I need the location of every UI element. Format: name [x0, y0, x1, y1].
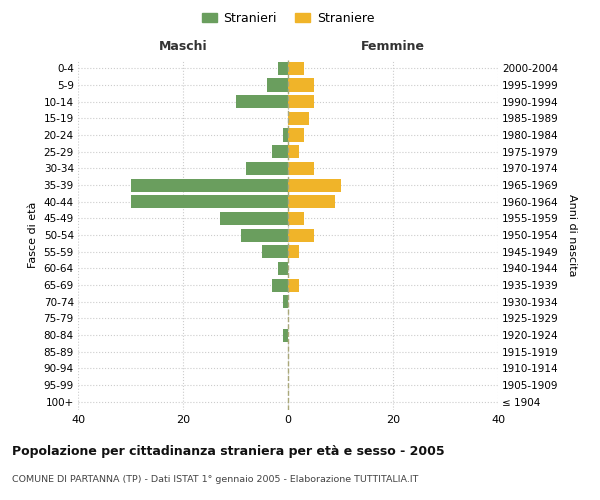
Bar [283, 328, 288, 342]
Bar [288, 178, 341, 192]
Y-axis label: Fasce di età: Fasce di età [28, 202, 38, 268]
Bar [267, 78, 288, 92]
Bar [246, 162, 288, 175]
Bar [272, 145, 288, 158]
Text: COMUNE DI PARTANNA (TP) - Dati ISTAT 1° gennaio 2005 - Elaborazione TUTTITALIA.I: COMUNE DI PARTANNA (TP) - Dati ISTAT 1° … [12, 475, 418, 484]
Bar [288, 162, 314, 175]
Bar [131, 178, 288, 192]
Bar [288, 212, 304, 225]
Bar [288, 228, 314, 241]
Bar [288, 245, 299, 258]
Bar [288, 62, 304, 75]
Bar [283, 295, 288, 308]
Bar [288, 78, 314, 92]
Text: Maschi: Maschi [158, 40, 208, 53]
Bar [262, 245, 288, 258]
Bar [288, 112, 309, 125]
Bar [288, 195, 335, 208]
Legend: Stranieri, Straniere: Stranieri, Straniere [197, 6, 379, 30]
Bar [241, 228, 288, 241]
Bar [131, 195, 288, 208]
Bar [277, 62, 288, 75]
Bar [220, 212, 288, 225]
Bar [272, 278, 288, 291]
Bar [283, 128, 288, 141]
Text: Femmine: Femmine [361, 40, 425, 53]
Y-axis label: Anni di nascita: Anni di nascita [567, 194, 577, 276]
Bar [288, 278, 299, 291]
Bar [288, 95, 314, 108]
Bar [288, 145, 299, 158]
Bar [235, 95, 288, 108]
Bar [288, 128, 304, 141]
Bar [277, 262, 288, 275]
Text: Popolazione per cittadinanza straniera per età e sesso - 2005: Popolazione per cittadinanza straniera p… [12, 445, 445, 458]
